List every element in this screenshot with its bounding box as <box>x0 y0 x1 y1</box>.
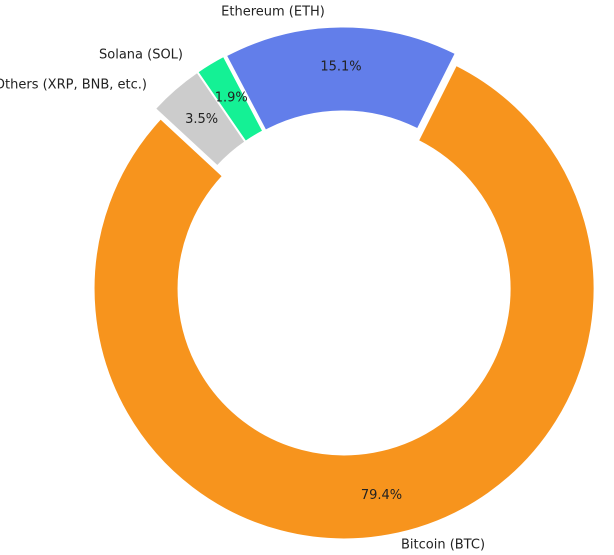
donut-slice <box>197 55 264 142</box>
value-label: 3.5% <box>185 112 218 127</box>
donut-slice <box>225 26 456 131</box>
donut-slice <box>93 64 595 540</box>
donut-slice <box>154 71 246 167</box>
value-label: 15.1% <box>320 60 361 75</box>
slice-label: Bitcoin (BTC) <box>401 538 485 553</box>
slice-label: Others (XRP, BNB, etc.) <box>0 78 147 93</box>
slice-label: Ethereum (ETH) <box>221 5 325 20</box>
value-label: 79.4% <box>361 488 402 503</box>
slice-label: Solana (SOL) <box>99 48 183 63</box>
value-label: 1.9% <box>215 91 248 106</box>
